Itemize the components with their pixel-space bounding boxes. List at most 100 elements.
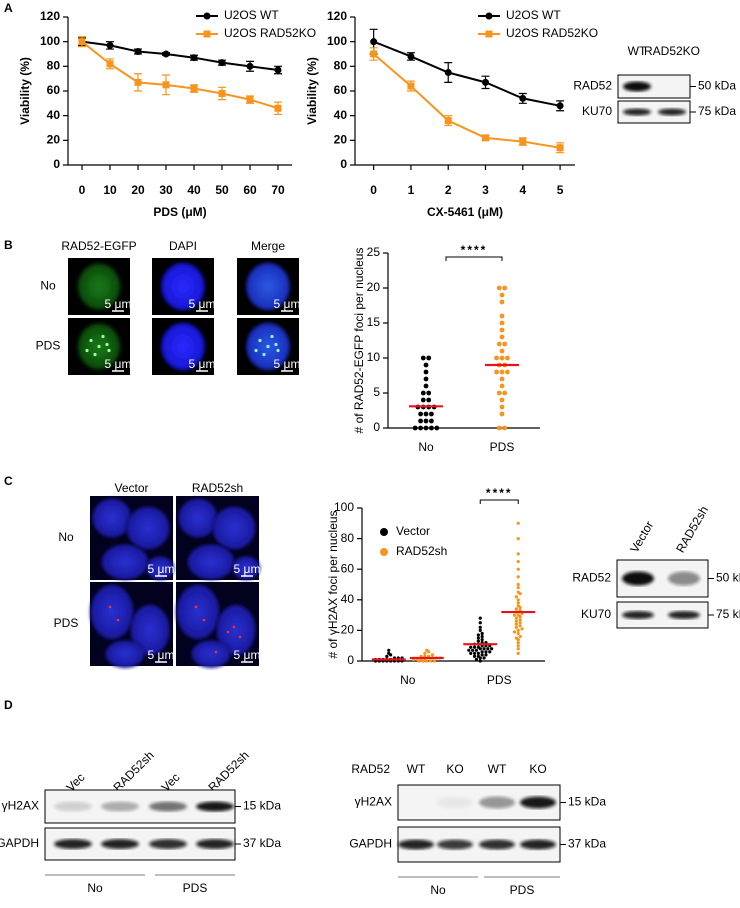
point xyxy=(471,648,475,652)
x-tick-label: 30 xyxy=(159,183,173,197)
x-tick-label: 40 xyxy=(187,183,201,197)
nucleus xyxy=(191,640,231,668)
band xyxy=(437,839,473,850)
point xyxy=(444,117,452,125)
point xyxy=(474,657,479,662)
point xyxy=(499,292,505,298)
point xyxy=(246,96,254,104)
scale-bar-label: 5 μm xyxy=(189,357,216,371)
point xyxy=(512,630,517,634)
nucleus xyxy=(92,498,132,538)
band xyxy=(623,108,651,116)
lane-label: KO xyxy=(446,762,463,776)
focus xyxy=(108,605,112,609)
lane-label: WT xyxy=(488,762,507,776)
x-tick-label: 3 xyxy=(482,183,489,197)
point xyxy=(520,627,524,631)
row-label: γH2AX xyxy=(2,799,39,813)
point xyxy=(516,647,520,651)
point xyxy=(420,355,426,361)
significance: **** xyxy=(486,486,513,500)
legend-label: U2OS WT xyxy=(224,8,279,22)
y-tick-label: 100 xyxy=(334,500,354,514)
point xyxy=(418,425,423,431)
legend-marker xyxy=(485,12,493,20)
row-label: KU70 xyxy=(582,104,612,118)
legend-marker xyxy=(203,30,211,38)
y-tick-label: 25 xyxy=(367,245,381,259)
marker-label: 15 kDa xyxy=(243,799,281,813)
point xyxy=(486,647,490,651)
band xyxy=(520,839,556,850)
point xyxy=(480,631,484,636)
point xyxy=(423,383,429,389)
point xyxy=(516,582,520,587)
point xyxy=(499,411,505,417)
band xyxy=(196,801,234,812)
focus xyxy=(93,352,97,357)
scale-bar-label: 5 μm xyxy=(274,357,301,371)
point xyxy=(516,585,520,590)
band xyxy=(668,611,700,619)
point xyxy=(516,644,520,648)
nucleus xyxy=(90,584,134,640)
lane-label: RAD52sh xyxy=(673,504,711,555)
y-tick-label: 40 xyxy=(341,592,355,606)
point xyxy=(516,552,520,556)
y-tick-label: 20 xyxy=(367,280,381,294)
significance-bracket xyxy=(479,499,519,504)
point xyxy=(426,390,432,396)
point xyxy=(518,615,522,619)
nucleus xyxy=(245,261,291,312)
point xyxy=(423,418,429,424)
point xyxy=(478,659,482,663)
point xyxy=(519,138,527,146)
row-label: KU70 xyxy=(581,607,611,621)
point xyxy=(476,639,480,643)
point xyxy=(499,355,505,361)
x-tick-label: No xyxy=(418,440,434,454)
point xyxy=(421,659,425,663)
line xyxy=(373,40,561,107)
point xyxy=(423,369,429,375)
y-axis-label: Viability (%) xyxy=(18,57,32,125)
point xyxy=(514,622,518,626)
band xyxy=(54,839,92,849)
nucleus xyxy=(105,640,145,668)
point xyxy=(496,341,502,347)
group-label: No xyxy=(87,881,103,895)
point xyxy=(499,376,505,382)
focus xyxy=(214,650,218,654)
point xyxy=(505,355,510,361)
y-tick-label: 40 xyxy=(334,108,348,122)
point xyxy=(469,651,473,655)
point xyxy=(556,102,564,110)
row-label: PDS xyxy=(36,339,61,353)
x-tick-label: No xyxy=(400,673,416,687)
focus xyxy=(116,618,120,622)
x-tick-label: 2 xyxy=(445,183,452,197)
point xyxy=(499,334,505,340)
point xyxy=(514,616,518,620)
point xyxy=(162,81,170,89)
band xyxy=(622,571,654,586)
nucleus xyxy=(101,544,149,580)
lane-label: Vector xyxy=(627,519,656,555)
nucleus xyxy=(178,498,218,538)
point xyxy=(518,621,522,625)
point xyxy=(499,404,505,410)
band xyxy=(622,611,654,619)
y-tick-label: 10 xyxy=(367,350,381,364)
column-label: DAPI xyxy=(169,239,197,253)
band xyxy=(149,801,187,812)
point xyxy=(429,411,434,417)
y-axis-label: Viability (%) xyxy=(305,57,319,125)
nucleus xyxy=(146,556,174,580)
lane-label: RAD52sh xyxy=(110,748,156,794)
point xyxy=(423,425,429,431)
point xyxy=(423,651,427,655)
line xyxy=(81,40,279,72)
point xyxy=(426,355,432,361)
scale-bar-label: 5 μm xyxy=(105,297,132,311)
y-tick-label: 0 xyxy=(373,420,380,434)
